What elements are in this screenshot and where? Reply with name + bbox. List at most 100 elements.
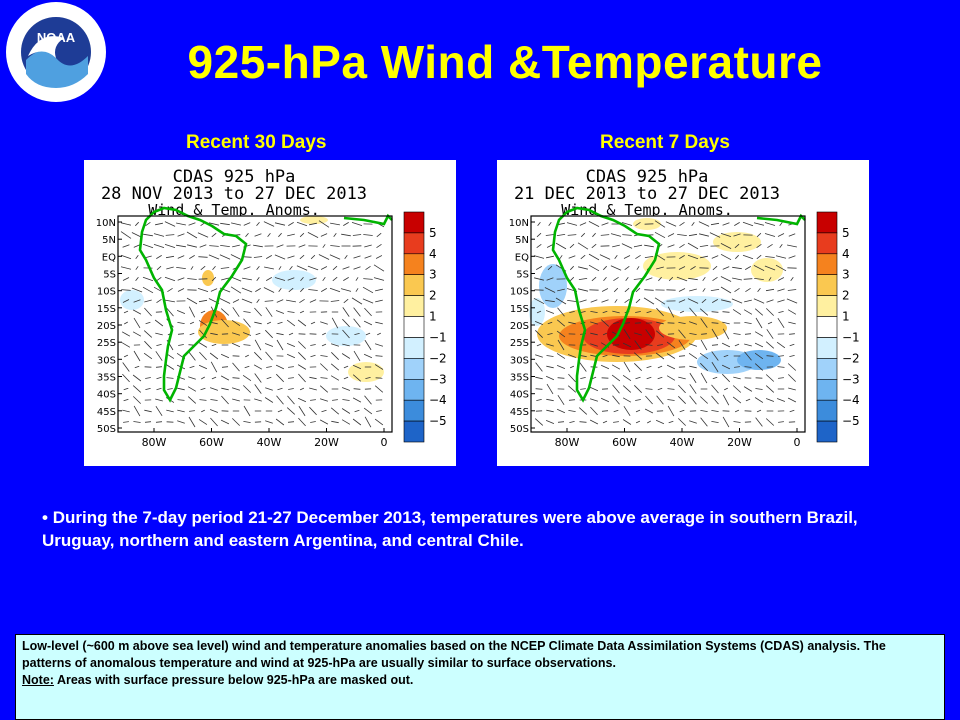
wind-arrow (177, 387, 185, 391)
wind-arrow (602, 332, 608, 336)
wind-arrow (364, 395, 372, 405)
wind-arrow (656, 321, 664, 325)
wind-arrow (766, 308, 774, 316)
wind-arrow (688, 233, 698, 237)
wind-arrow (286, 407, 296, 415)
wind-arrow (264, 397, 274, 403)
wind-arrow (556, 365, 566, 369)
wind-arrow (188, 306, 196, 318)
colorbar-segment (816, 253, 838, 276)
latitude-label: 5N (102, 235, 116, 246)
wind-arrow (601, 299, 609, 303)
wind-arrow (711, 344, 719, 346)
wind-arrow (646, 365, 652, 369)
wind-arrow (374, 343, 384, 347)
note-text: Areas with surface pressure below 925-hP… (53, 673, 414, 687)
longitude-label: 40W (670, 436, 695, 449)
wind-arrow (277, 409, 283, 413)
latitude-label: EQ (515, 252, 529, 263)
wind-arrow (132, 385, 142, 393)
colorbar-segment (403, 316, 425, 338)
latitude-label: EQ (102, 252, 116, 263)
wind-arrow (666, 375, 676, 381)
wind-arrow (254, 384, 262, 394)
wind-arrow (241, 298, 253, 304)
warm-anomaly-blob (713, 232, 761, 252)
wind-arrow (253, 256, 263, 258)
cool-anomaly-blob (326, 326, 366, 346)
wind-arrow (711, 361, 719, 373)
wind-arrow (363, 353, 373, 359)
wind-arrow (754, 331, 764, 337)
cool-anomaly-blob (737, 350, 781, 370)
wind-arrow (122, 244, 130, 248)
longitude-label: 80W (142, 436, 167, 449)
wind-arrow (612, 395, 620, 405)
wind-arrow (309, 387, 317, 391)
wind-arrow (364, 416, 372, 428)
wind-arrow (330, 407, 340, 415)
wind-arrow (177, 399, 185, 401)
wind-arrow (634, 332, 642, 336)
wind-arrow (122, 409, 130, 413)
wind-arrow (286, 353, 296, 359)
wind-arrow (577, 288, 589, 292)
wind-arrow (376, 232, 382, 238)
wind-arrow (536, 343, 542, 347)
wind-arrow (634, 385, 642, 393)
anomaly-shading (529, 218, 783, 374)
wind-arrow (536, 232, 542, 238)
wind-arrow (255, 332, 261, 336)
wind-arrow (722, 222, 730, 226)
wind-arrow (353, 255, 361, 259)
wind-arrow (145, 377, 151, 379)
wind-arrow (201, 376, 205, 380)
wind-arrow (309, 376, 317, 380)
colorbar-label: −1 (429, 331, 447, 345)
wind-arrow (722, 416, 730, 428)
wind-arrow (546, 343, 554, 347)
wind-arrow (133, 405, 141, 417)
wind-arrow (220, 222, 230, 226)
wind-arrow (122, 373, 130, 383)
latitude-label: 20S (97, 321, 116, 332)
wind-arrow (603, 276, 607, 282)
wind-arrow (243, 222, 251, 226)
latitude-label: 45S (97, 407, 116, 418)
wind-arrow (678, 376, 686, 380)
wind-arrow (122, 277, 130, 281)
wind-arrow (764, 233, 776, 237)
wind-arrow (199, 351, 207, 361)
wind-arrow (635, 298, 641, 304)
wind-arrow (789, 333, 795, 335)
wind-arrow (341, 419, 351, 425)
wind-arrow (232, 377, 240, 379)
wind-arrow (545, 375, 555, 381)
wind-arrow (376, 410, 382, 412)
wind-arrow (330, 245, 340, 247)
wind-arrow (254, 373, 262, 383)
wind-arrow (546, 277, 554, 281)
wind-arrow (299, 387, 305, 391)
wind-arrow (701, 298, 707, 304)
wind-arrow (591, 243, 597, 249)
wind-arrow (546, 383, 554, 395)
wind-arrow (200, 387, 206, 391)
wind-arrow (787, 244, 797, 248)
wind-arrow (176, 310, 186, 314)
wind-arrow (156, 387, 162, 391)
wind-arrow (720, 233, 732, 237)
wind-arrow (580, 311, 586, 313)
wind-arrow (777, 288, 785, 292)
wind-arrow (577, 242, 589, 250)
wind-arrow (298, 373, 306, 383)
wind-arrow (735, 254, 739, 260)
wind-arrow (777, 317, 785, 329)
wind-arrow (164, 276, 176, 282)
wind-arrow (624, 265, 630, 271)
wind-arrow (243, 311, 251, 313)
wind-arrow (277, 321, 283, 325)
latitude-label: 30S (97, 355, 116, 366)
colorbar-label: 1 (429, 310, 437, 324)
wind-arrow (588, 221, 600, 227)
